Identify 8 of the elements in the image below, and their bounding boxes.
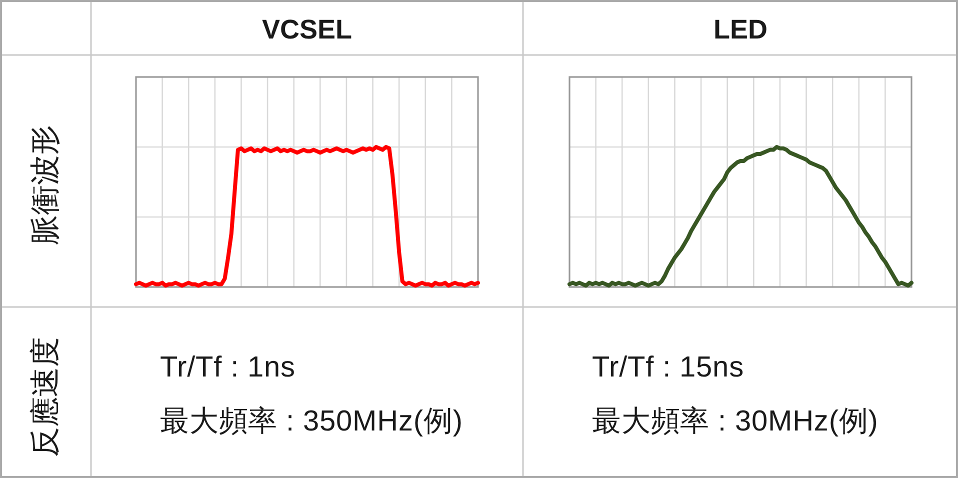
text: 脈衝波形 <box>28 125 62 245</box>
text: 最大頻率 : 350MHz(例) <box>160 406 463 438</box>
chart-title: VCSEL <box>262 14 352 44</box>
text: 反應速度 <box>28 336 62 456</box>
text: Tr/Tf : 15ns <box>592 352 744 384</box>
text: 最大頻率 : 30MHz(例) <box>592 406 878 438</box>
chart-title: LED <box>714 14 768 44</box>
text: Tr/Tf : 1ns <box>160 352 296 384</box>
